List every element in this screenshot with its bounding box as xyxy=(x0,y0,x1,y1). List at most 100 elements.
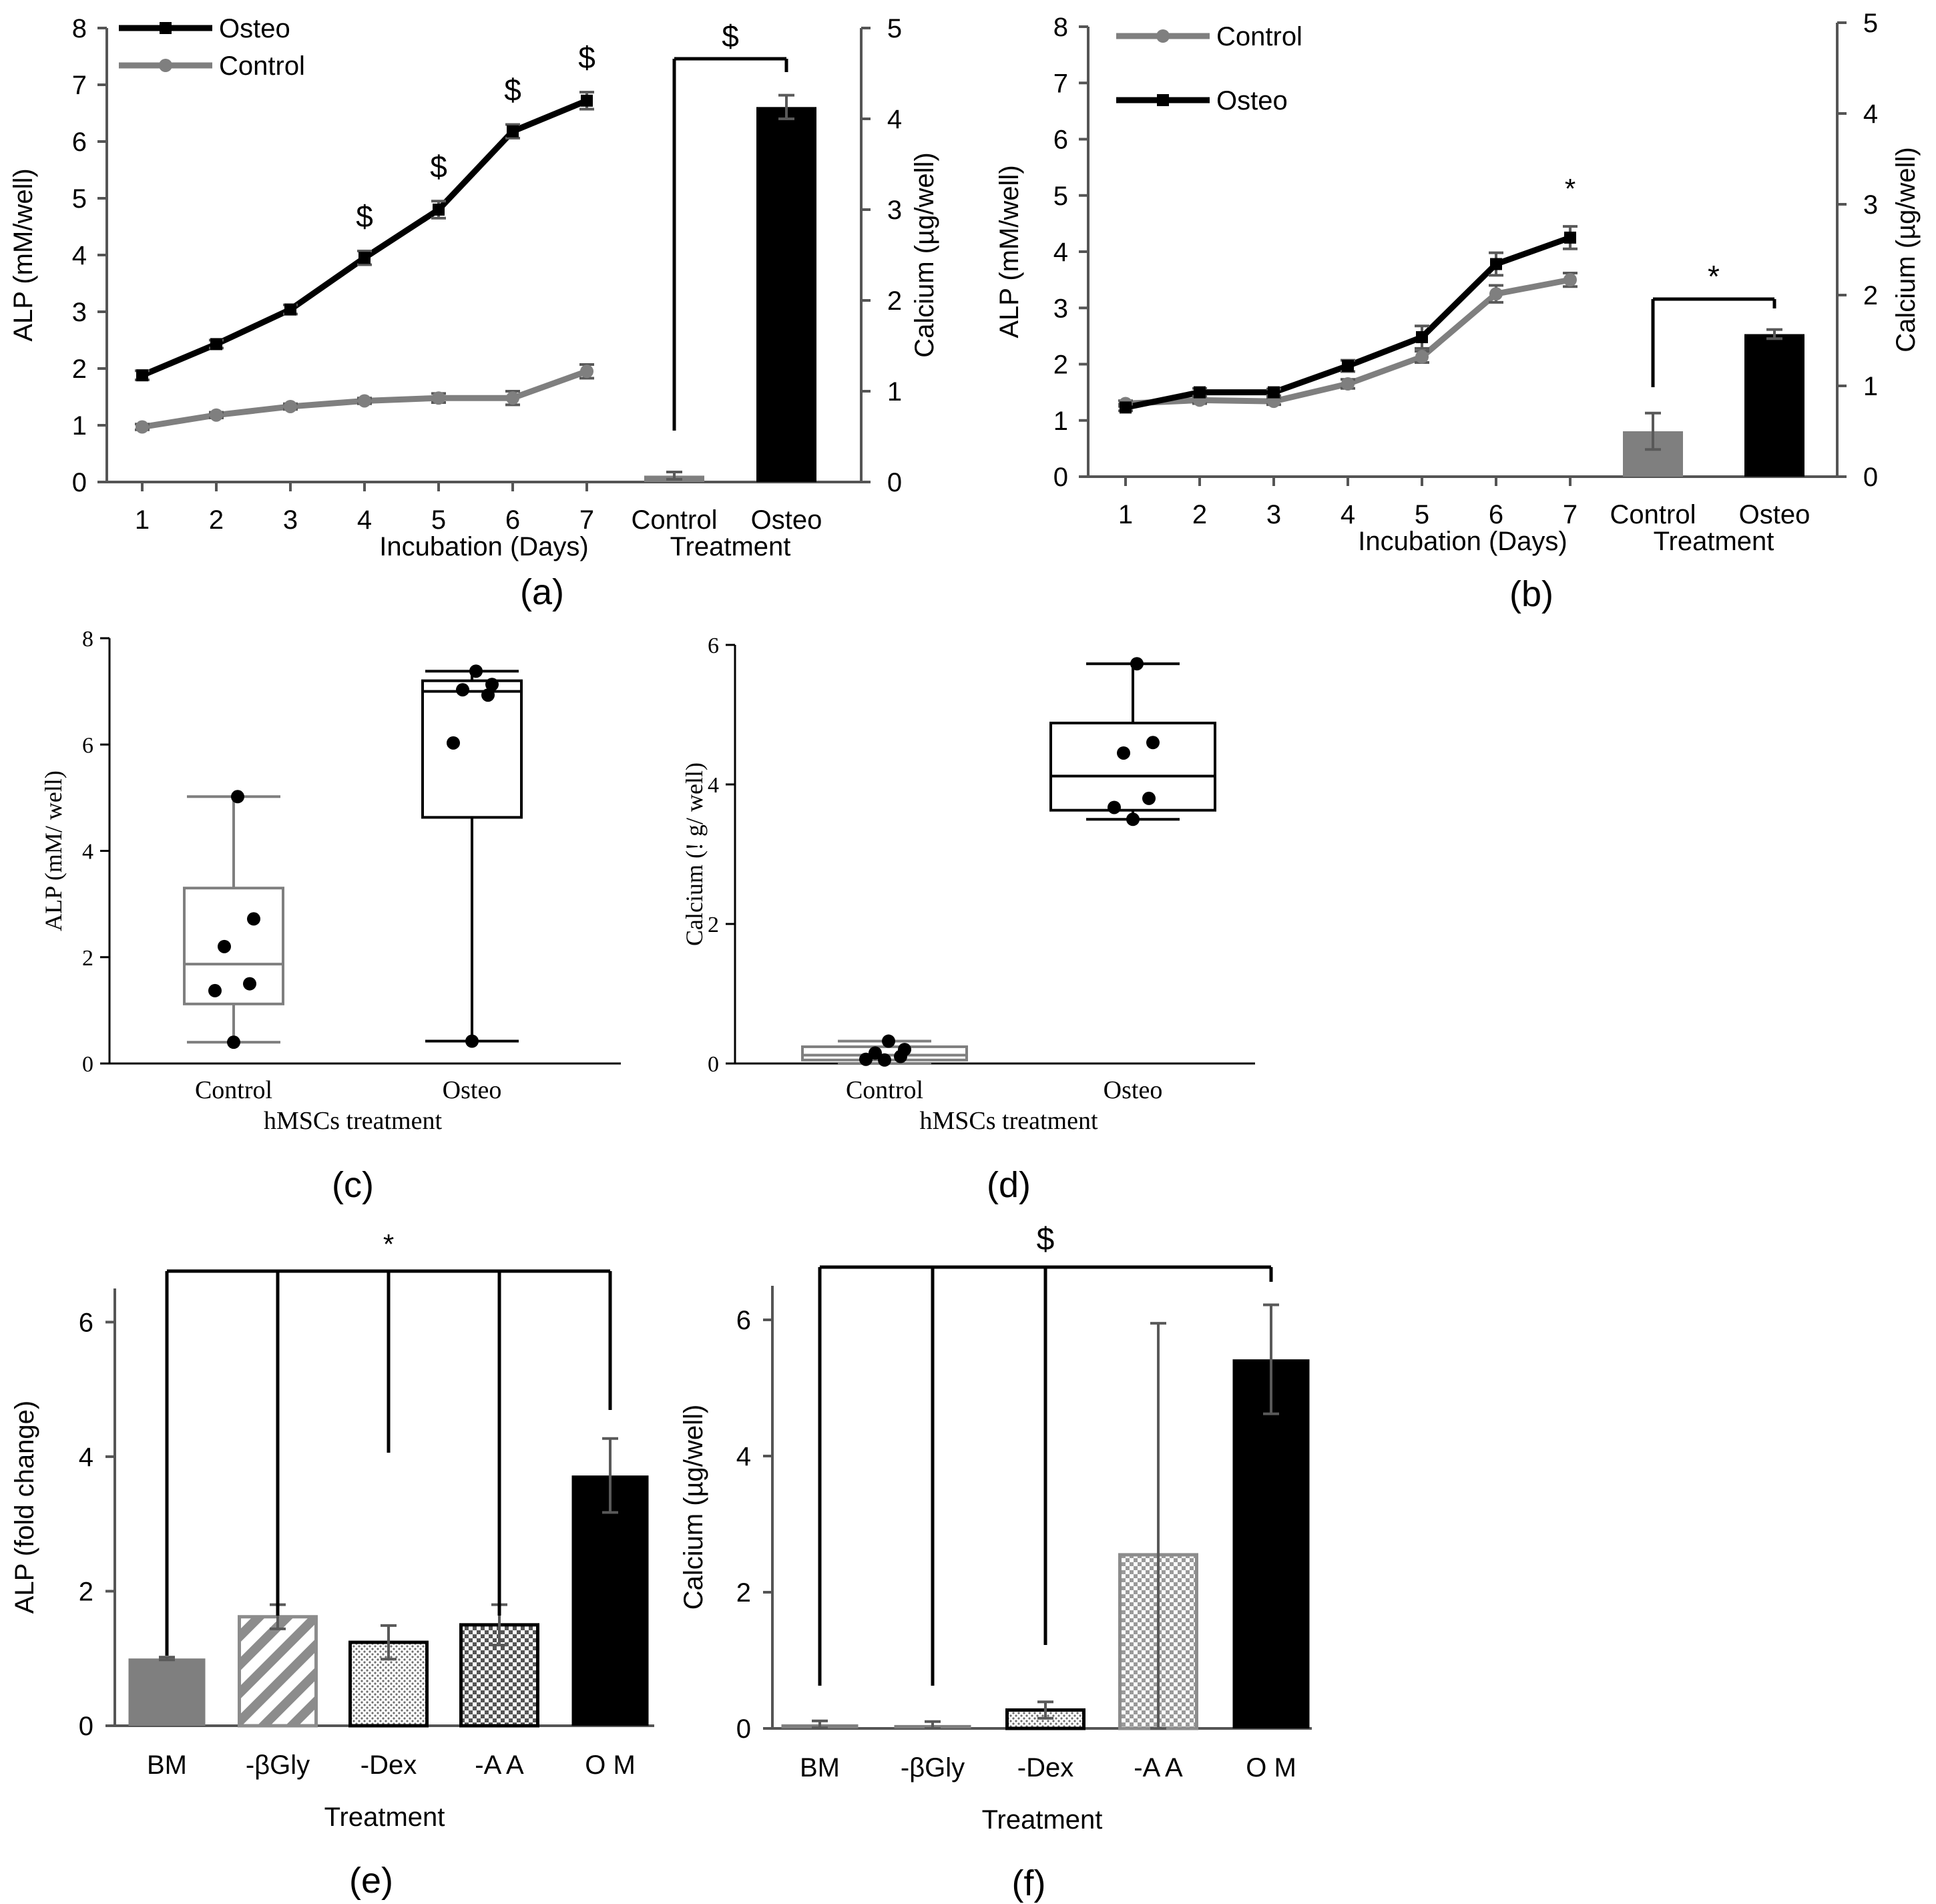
y-axis-label: ALP (mM/ well) xyxy=(40,770,67,931)
panel-label: (c) xyxy=(332,1165,374,1205)
y-axis-label: ALP (mM/well) xyxy=(995,165,1024,338)
data-point xyxy=(1489,287,1503,301)
y-tick-label-left: 4 xyxy=(1053,238,1068,267)
data-point xyxy=(136,369,148,382)
legend-marker xyxy=(1157,94,1169,106)
bar xyxy=(128,1658,206,1726)
data-point xyxy=(231,790,244,804)
data-point xyxy=(465,1034,479,1048)
bar-osteo xyxy=(1744,334,1804,477)
x-category-label: Control xyxy=(1610,500,1696,529)
x-category-label: -Dex xyxy=(1017,1753,1073,1782)
data-point xyxy=(1490,258,1502,270)
y-tick-label: 2 xyxy=(708,913,719,937)
y-tick-label: 2 xyxy=(79,1577,93,1606)
y-tick-label-right: 0 xyxy=(1863,463,1878,492)
data-point xyxy=(358,394,371,408)
y-tick-label: 0 xyxy=(708,1052,719,1077)
panel-label: (d) xyxy=(987,1165,1031,1205)
data-point xyxy=(869,1046,882,1060)
box xyxy=(421,679,523,819)
y-tick-label-left: 5 xyxy=(1053,182,1068,211)
secondary-y-label: Calcium (µg/well) xyxy=(910,152,939,358)
data-point xyxy=(580,365,593,379)
y-tick-label-left: 4 xyxy=(72,241,87,270)
x-category-label: Osteo xyxy=(1104,1076,1163,1104)
bar xyxy=(571,1475,649,1726)
x-axis-label: Incubation (Days) xyxy=(1358,527,1567,556)
secondary-y-label: Calcium (µg/well) xyxy=(1891,147,1921,352)
legend-marker xyxy=(160,22,172,34)
panel-label: (e) xyxy=(349,1861,393,1901)
data-point xyxy=(1120,401,1132,414)
box xyxy=(183,887,284,1005)
legend-marker xyxy=(159,59,172,72)
bar xyxy=(238,1615,318,1728)
data-point xyxy=(1142,791,1156,805)
y-tick-label: 6 xyxy=(736,1306,751,1335)
y-axis-label: Calcium (µg/well) xyxy=(679,1405,708,1610)
y-tick-label-left: 8 xyxy=(1053,13,1068,42)
x-axis-label: Incubation (Days) xyxy=(379,532,588,561)
data-point xyxy=(581,94,593,107)
data-point xyxy=(506,391,519,405)
y-tick-label: 8 xyxy=(82,627,93,652)
y-tick-label: 4 xyxy=(82,840,93,865)
data-point xyxy=(898,1043,911,1057)
x-tick-label: 1 xyxy=(135,505,150,535)
x-category-label: Control xyxy=(195,1076,272,1104)
x-axis-label: Treatment xyxy=(982,1805,1103,1835)
x-tick-label: 4 xyxy=(1341,500,1355,529)
y-axis-label: ALP (mM/well) xyxy=(9,168,38,341)
panel-label: (f) xyxy=(1012,1863,1046,1903)
x-tick-label: 6 xyxy=(505,505,520,535)
y-tick-label-right: 3 xyxy=(887,196,902,225)
x-tick-label: 2 xyxy=(1192,500,1207,529)
data-point xyxy=(432,391,445,405)
y-tick-label-left: 6 xyxy=(72,128,87,157)
data-point xyxy=(859,1052,873,1066)
y-tick-label-left: 2 xyxy=(72,354,87,384)
x-category-label: Osteo xyxy=(1739,500,1810,529)
panel-label: (b) xyxy=(1509,574,1553,614)
y-tick-label-right: 5 xyxy=(1863,9,1878,38)
data-point xyxy=(210,408,223,422)
x-tick-label: 7 xyxy=(579,505,594,535)
x-category-label: O M xyxy=(585,1750,636,1780)
data-point xyxy=(1563,273,1577,287)
legend-label: Osteo xyxy=(219,14,290,43)
x-axis-label: hMSCs treatment xyxy=(919,1107,1098,1135)
bar xyxy=(1232,1359,1310,1728)
x-tick-label: 7 xyxy=(1563,500,1578,529)
x-tick-label: 4 xyxy=(357,505,372,535)
x-tick-label: 5 xyxy=(431,505,446,535)
legend-label: Control xyxy=(1216,22,1302,51)
y-tick-label-left: 5 xyxy=(72,184,87,214)
y-axis-label: Calcium (! g/ well) xyxy=(681,762,708,946)
significance-marker: $ xyxy=(430,149,447,184)
y-tick-label: 4 xyxy=(79,1443,93,1472)
x-category-label: -A A xyxy=(475,1750,524,1780)
y-tick-label-right: 1 xyxy=(887,377,902,407)
data-point xyxy=(456,683,469,697)
y-tick-label-left: 6 xyxy=(1053,126,1068,155)
y-tick-label-left: 7 xyxy=(72,71,87,100)
data-point xyxy=(358,252,371,264)
data-point xyxy=(447,736,460,750)
x-category-label: Osteo xyxy=(443,1076,502,1104)
y-tick-label: 0 xyxy=(79,1712,93,1741)
y-tick-label-left: 8 xyxy=(72,14,87,43)
bracket-label: $ xyxy=(722,19,739,53)
box xyxy=(1049,722,1216,812)
y-tick-label-right: 4 xyxy=(1863,99,1878,129)
data-point xyxy=(507,125,519,138)
data-point xyxy=(882,1034,895,1048)
data-point xyxy=(485,678,499,692)
x-category-label: BM xyxy=(147,1750,187,1780)
x-category-label: -Dex xyxy=(360,1750,417,1780)
x-tick-label: 3 xyxy=(1266,500,1281,529)
y-tick-label-left: 1 xyxy=(1053,407,1068,436)
data-point xyxy=(208,983,222,997)
y-tick-label-right: 3 xyxy=(1863,190,1878,220)
y-tick-label-left: 0 xyxy=(1053,463,1068,492)
